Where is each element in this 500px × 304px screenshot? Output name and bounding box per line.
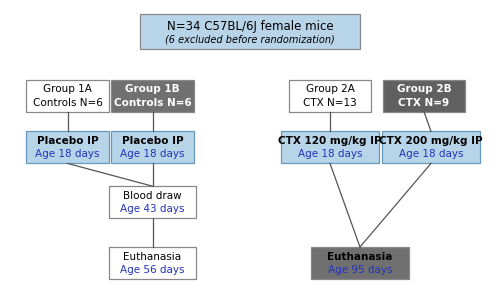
Text: CTX 200 mg/kg IP: CTX 200 mg/kg IP [379, 136, 483, 146]
Text: Age 18 days: Age 18 days [298, 150, 362, 159]
FancyBboxPatch shape [109, 247, 196, 279]
Text: (6 excluded before randomization): (6 excluded before randomization) [165, 35, 335, 44]
Text: Age 18 days: Age 18 days [120, 150, 185, 159]
Text: Placebo IP: Placebo IP [122, 136, 184, 146]
Text: Blood draw: Blood draw [123, 191, 182, 201]
Text: N=34 C57BL/6J female mice: N=34 C57BL/6J female mice [166, 20, 334, 33]
Text: Age 56 days: Age 56 days [120, 265, 185, 275]
FancyBboxPatch shape [140, 15, 360, 50]
Text: Placebo IP: Placebo IP [36, 136, 98, 146]
FancyBboxPatch shape [382, 131, 480, 164]
Text: Euthanasia: Euthanasia [124, 252, 182, 262]
Text: Age 18 days: Age 18 days [35, 150, 100, 159]
Text: Group 2A
CTX N=13: Group 2A CTX N=13 [303, 84, 357, 108]
Text: Age 18 days: Age 18 days [399, 150, 463, 159]
Text: Age 43 days: Age 43 days [120, 204, 185, 214]
Text: Euthanasia: Euthanasia [328, 252, 392, 262]
FancyBboxPatch shape [111, 131, 194, 164]
Text: Group 2B
CTX N=9: Group 2B CTX N=9 [396, 84, 452, 108]
Text: Group 1A
Controls N=6: Group 1A Controls N=6 [32, 84, 102, 108]
FancyBboxPatch shape [311, 247, 408, 279]
Text: Group 1B
Controls N=6: Group 1B Controls N=6 [114, 84, 192, 108]
Text: Age 95 days: Age 95 days [328, 265, 392, 275]
FancyBboxPatch shape [289, 80, 371, 112]
FancyBboxPatch shape [383, 80, 465, 112]
FancyBboxPatch shape [109, 186, 196, 218]
Text: CTX 120 mg/kg IP: CTX 120 mg/kg IP [278, 136, 382, 146]
FancyBboxPatch shape [111, 80, 194, 112]
FancyBboxPatch shape [281, 131, 379, 164]
FancyBboxPatch shape [26, 131, 109, 164]
FancyBboxPatch shape [26, 80, 109, 112]
